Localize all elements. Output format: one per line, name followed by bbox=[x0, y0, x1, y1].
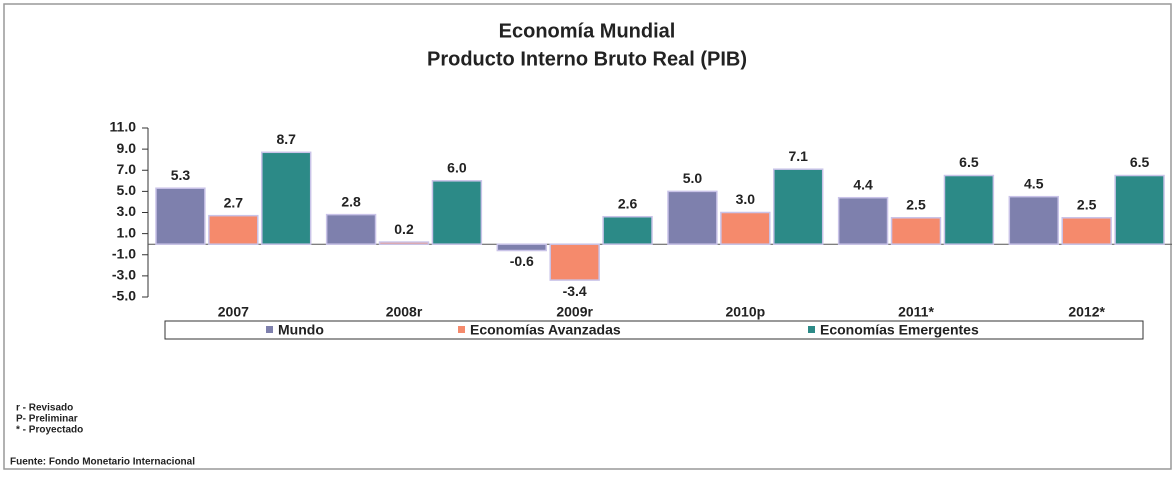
bar bbox=[549, 243, 600, 281]
data-label: 2.8 bbox=[341, 193, 361, 209]
y-tick-label: 7.0 bbox=[117, 161, 137, 177]
legend-label: Economías Avanzadas bbox=[470, 322, 621, 338]
y-tick-label: 3.0 bbox=[117, 203, 137, 219]
x-tick-label: 2007 bbox=[218, 304, 249, 320]
data-label: 2.6 bbox=[618, 195, 638, 211]
bar bbox=[602, 215, 653, 245]
data-label: 2.5 bbox=[906, 196, 926, 212]
y-tick-label: 5.0 bbox=[117, 182, 137, 198]
bar bbox=[943, 174, 995, 245]
data-label: 6.0 bbox=[447, 160, 467, 176]
legend-label: Mundo bbox=[278, 322, 324, 338]
legend-swatch bbox=[458, 326, 465, 333]
data-label: 7.1 bbox=[789, 148, 809, 164]
data-label: 2.5 bbox=[1077, 196, 1097, 212]
bar bbox=[890, 217, 942, 245]
bar bbox=[325, 213, 377, 245]
y-tick-label: -1.0 bbox=[112, 245, 136, 261]
source: Fuente: Fondo Monetario Internacional bbox=[10, 457, 195, 468]
bar bbox=[261, 151, 312, 245]
y-tick-label: -3.0 bbox=[112, 267, 136, 283]
note: * - Proyectado bbox=[16, 425, 83, 436]
bar bbox=[1061, 217, 1112, 245]
data-label: -0.6 bbox=[510, 253, 534, 269]
bar bbox=[378, 241, 430, 245]
note: r - Revisado bbox=[16, 403, 73, 414]
bar bbox=[720, 211, 771, 245]
x-tick-label: 2011* bbox=[898, 304, 934, 320]
frame bbox=[3, 3, 1172, 470]
data-label: 6.5 bbox=[959, 154, 979, 170]
data-label: 6.5 bbox=[1130, 154, 1150, 170]
data-label: 4.4 bbox=[853, 176, 873, 192]
bar bbox=[773, 168, 824, 245]
x-tick-label: 2010p bbox=[725, 304, 765, 320]
chart-title: Economía Mundial bbox=[499, 20, 676, 42]
data-label: 5.3 bbox=[171, 167, 191, 183]
data-label: 0.2 bbox=[394, 221, 414, 237]
legend-box bbox=[164, 320, 1144, 340]
bar bbox=[667, 190, 718, 245]
bar bbox=[1114, 174, 1165, 245]
data-label: 4.5 bbox=[1024, 175, 1044, 191]
data-label: 8.7 bbox=[277, 131, 297, 147]
legend-swatch bbox=[808, 326, 815, 333]
bar bbox=[1008, 195, 1059, 245]
x-tick-label: 2008r bbox=[386, 304, 423, 320]
y-tick-label: 11.0 bbox=[110, 119, 137, 135]
note: P- Preliminar bbox=[16, 414, 78, 425]
y-tick-label: 9.0 bbox=[117, 140, 137, 156]
x-tick-label: 2012* bbox=[1068, 304, 1105, 320]
legend-swatch bbox=[266, 326, 273, 333]
bar bbox=[496, 243, 547, 252]
data-label: -3.4 bbox=[563, 283, 587, 299]
bar bbox=[431, 180, 483, 245]
bar bbox=[837, 196, 889, 245]
chart-subtitle: Producto Interno Bruto Real (PIB) bbox=[427, 48, 747, 70]
y-tick-label: -5.0 bbox=[112, 288, 136, 304]
legend-label: Economías Emergentes bbox=[820, 322, 979, 338]
bar bbox=[208, 214, 259, 245]
data-label: 5.0 bbox=[683, 170, 703, 186]
bar bbox=[155, 187, 206, 245]
data-label: 3.0 bbox=[736, 191, 756, 207]
x-tick-label: 2009r bbox=[556, 304, 593, 320]
y-tick-label: 1.0 bbox=[117, 224, 137, 240]
data-label: 2.7 bbox=[224, 194, 244, 210]
